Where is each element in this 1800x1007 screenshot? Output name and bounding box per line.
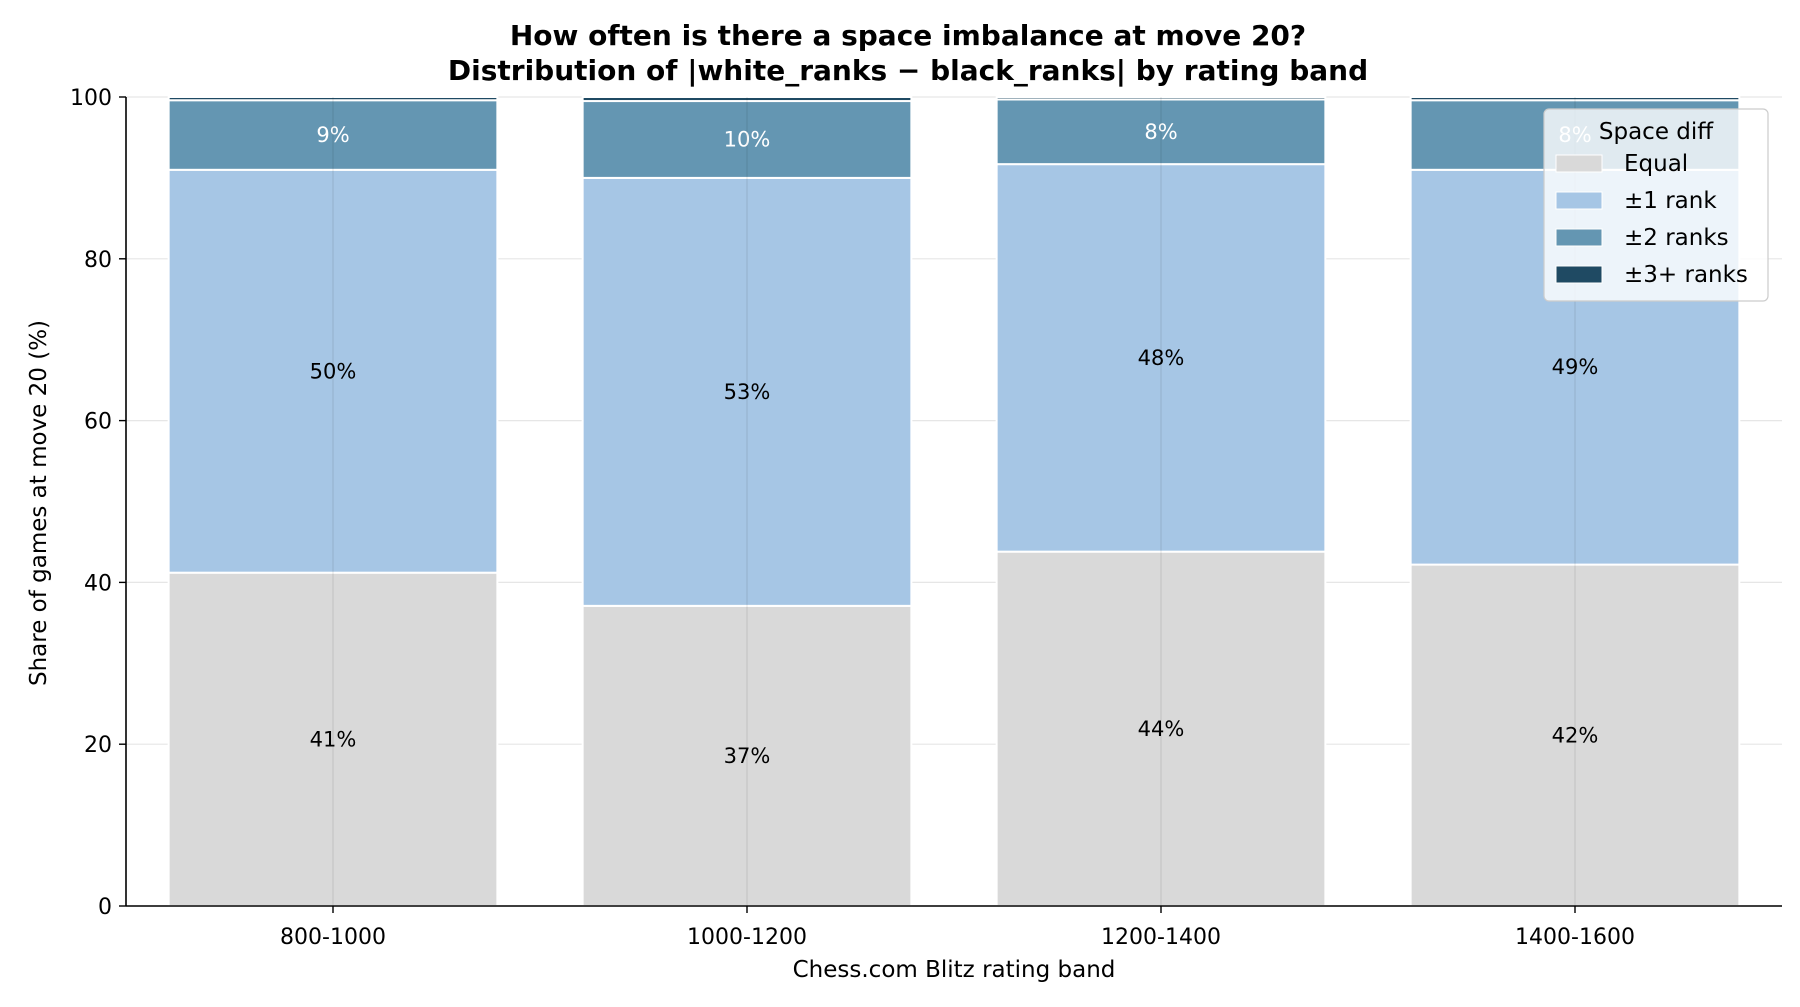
segment-label: 37%: [724, 744, 771, 768]
y-tick-label: 0: [98, 895, 112, 920]
y-tick-label: 100: [70, 86, 112, 111]
legend-swatch: [1555, 154, 1603, 173]
segment-label: 48%: [1138, 346, 1185, 370]
segment-label: 53%: [724, 380, 771, 404]
segment-labels: 41%50%9%37%53%10%44%48%8%42%49%8%: [310, 120, 1599, 768]
segment-label: 41%: [310, 727, 357, 751]
axes: 0 20 40 60 80 100 800-1000 1000-1200 1200-1400 14…: [70, 86, 1782, 950]
bar-segment: [995, 96, 1327, 101]
segment-label: 50%: [310, 359, 357, 383]
bar-segment: [167, 99, 499, 171]
bar-segment: [167, 96, 499, 102]
y-tick-label: 80: [84, 248, 112, 273]
chart-subtitle: Distribution of |white_ranks − black_ran…: [448, 54, 1368, 87]
legend-label: ±2 ranks: [1624, 225, 1729, 251]
bar-segment: [1409, 563, 1741, 907]
legend-swatch: [1555, 228, 1603, 247]
y-axis-label: Share of games at move 20 (%): [26, 320, 52, 686]
bar-segment: [1409, 96, 1741, 102]
legend-label: ±1 rank: [1624, 188, 1717, 214]
bar-segment: [581, 100, 913, 179]
bar-segment: [995, 550, 1327, 908]
x-tick-label: 1000-1200: [687, 925, 807, 950]
legend-swatch: [1555, 265, 1603, 284]
legend-swatch: [1555, 191, 1603, 210]
segment-label: 44%: [1138, 717, 1185, 741]
segment-label: 49%: [1552, 355, 1599, 379]
bar-segment: [995, 163, 1327, 553]
x-tick-label: 1400-1600: [1515, 925, 1635, 950]
bar-segment: [995, 98, 1327, 166]
segment-label: 8%: [1144, 120, 1177, 144]
bar-segment: [167, 168, 499, 574]
x-tick-label: 800-1000: [280, 925, 386, 950]
x-tick-label: 1200-1400: [1101, 925, 1221, 950]
segment-label: 9%: [316, 123, 349, 147]
y-tick-label: 40: [84, 571, 112, 596]
bars: [167, 96, 1741, 908]
segment-label: 42%: [1552, 723, 1599, 747]
legend-label: Equal: [1624, 151, 1688, 177]
chart-title: How often is there a space imbalance at …: [510, 19, 1306, 52]
segment-label: 10%: [724, 127, 771, 151]
legend-label: ±3+ ranks: [1624, 262, 1748, 288]
y-tick-label: 60: [84, 410, 112, 435]
y-tick-label: 20: [84, 733, 112, 758]
legend: Space diff Equal ±1 rank ±2 ranks ±3+ ranks: [1543, 108, 1769, 302]
x-axis-label: Chess.com Blitz rating band: [793, 957, 1116, 983]
bar-segment: [581, 96, 913, 103]
legend-title: Space diff: [1599, 119, 1714, 145]
